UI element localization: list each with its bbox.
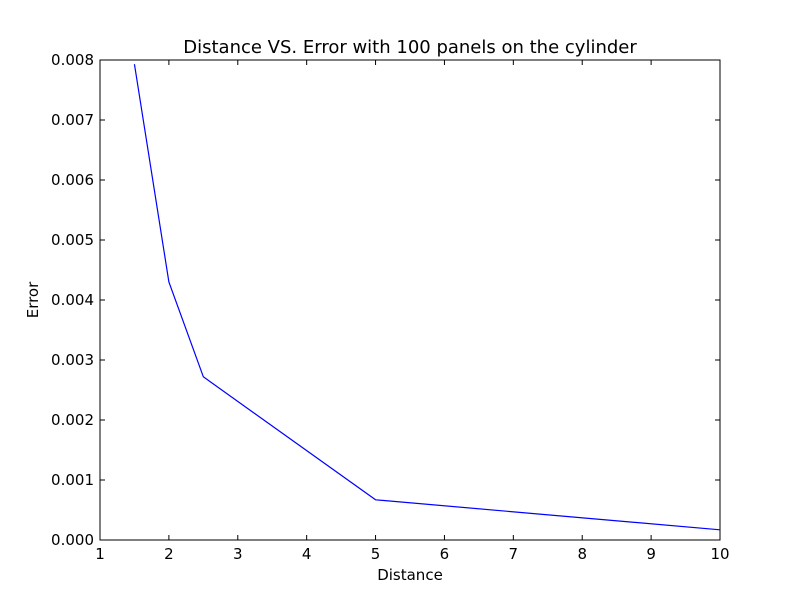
x-tick-label: 10 xyxy=(710,545,729,563)
x-tick-label: 7 xyxy=(509,545,519,563)
y-tick-label: 0.006 xyxy=(51,171,94,189)
x-tick-label: 3 xyxy=(233,545,243,563)
x-tick-label: 8 xyxy=(577,545,587,563)
x-tick-label: 4 xyxy=(302,545,312,563)
x-tick-label: 6 xyxy=(440,545,450,563)
y-tick-label: 0.000 xyxy=(51,531,94,549)
x-axis-label: Distance xyxy=(377,566,443,584)
y-tick-label: 0.004 xyxy=(51,291,94,309)
y-tick-label: 0.007 xyxy=(51,111,94,129)
series-layer xyxy=(133,64,721,531)
y-tick-label: 0.005 xyxy=(51,231,94,249)
x-tick-label: 5 xyxy=(371,545,381,563)
x-tick-label: 1 xyxy=(95,545,105,563)
plot-frame xyxy=(99,59,721,541)
x-tick-label: 2 xyxy=(164,545,174,563)
chart-title: Distance VS. Error with 100 panels on th… xyxy=(183,37,637,58)
y-tick-label: 0.002 xyxy=(51,411,94,429)
y-axis-label: Error xyxy=(24,281,42,318)
y-tick-label: 0.001 xyxy=(51,471,94,489)
ticks-layer: 1 2 3 4 5 6 7 8 9 10 0.000 0.001 0.002 0.003 0.004 0.00… xyxy=(51,51,730,563)
series-line xyxy=(133,64,721,531)
y-tick-label: 0.008 xyxy=(51,51,94,69)
y-tick-label: 0.003 xyxy=(51,351,94,369)
x-tick-label: 9 xyxy=(646,545,656,563)
